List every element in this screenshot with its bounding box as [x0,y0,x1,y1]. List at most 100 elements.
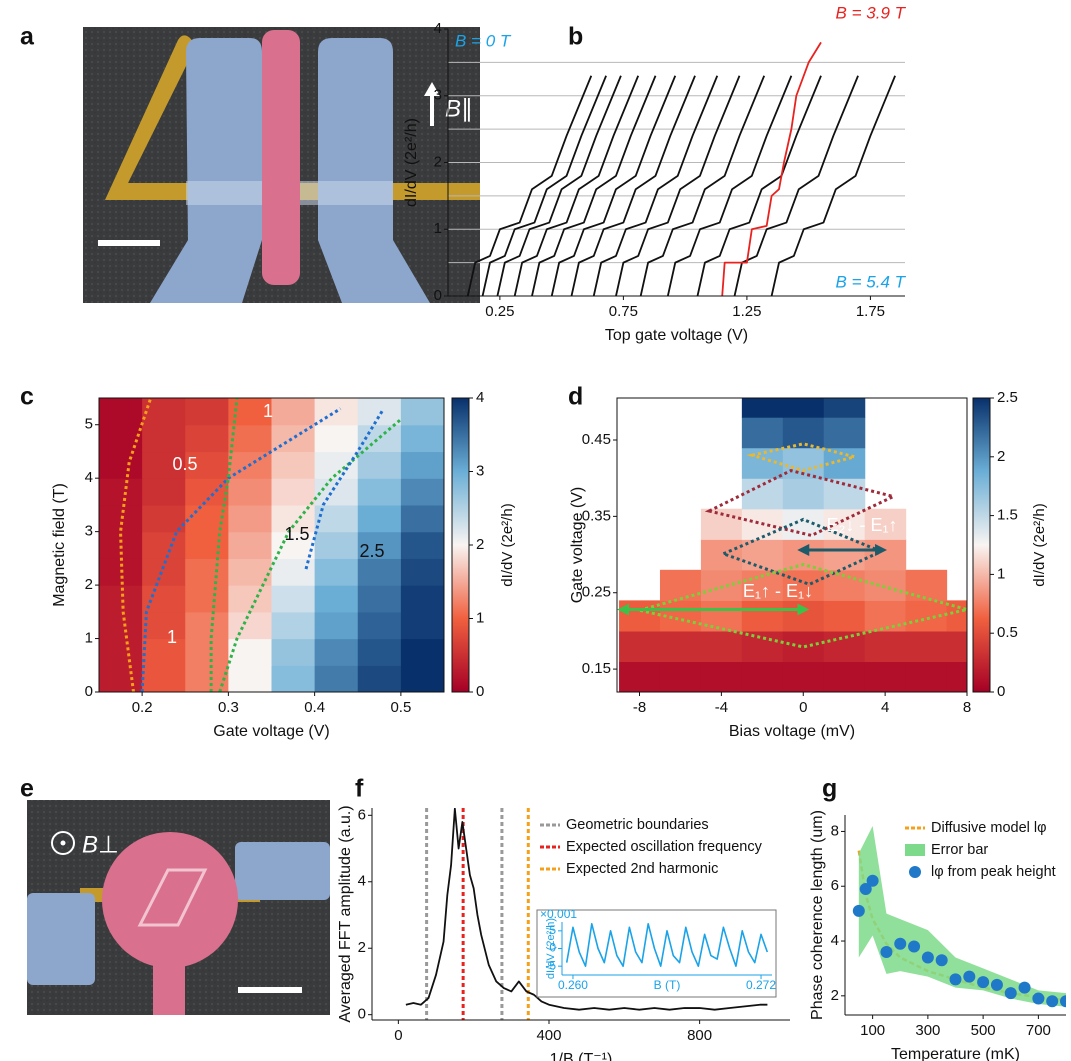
heat-cell [700,539,743,571]
heat-cell [228,585,273,613]
colorbar-tick-label: 2.5 [997,389,1018,406]
legend-label: Geometric boundaries [566,817,709,833]
heat-cell [99,585,143,613]
heat-cell [271,638,316,666]
heat-cell [619,600,661,632]
heat-cell [782,398,825,418]
heat-cell [864,508,907,540]
field-arrow-head [424,82,440,96]
heat-cell [99,638,143,666]
heat-cell [271,665,316,692]
legend-swatch [905,844,925,856]
heat-cell [314,585,359,613]
annotation: E₁↑ - E₁↓ [743,581,813,601]
heat-cell [400,558,444,586]
micrograph-e: B⊥ [27,800,330,1015]
x-tick-label: 0.5 [390,699,411,716]
y-tick-label: 0 [358,1006,366,1023]
annotation: 1 [167,627,177,647]
heat-cell [864,600,907,632]
plot-frame [616,397,968,693]
heat-cell [905,630,948,663]
data-point [949,973,962,986]
colorbar-tick-label: 1.5 [997,507,1018,524]
y-tick-label: 3 [85,523,93,540]
data-point [1004,987,1017,1000]
data-point [963,970,976,983]
data-line [513,75,640,296]
heat-cell [741,600,784,632]
panel-label: e [20,775,34,803]
panel-label: a [20,23,35,51]
heat-cell [782,478,825,510]
x-tick-label: 800 [687,1027,712,1044]
heat-cell [99,611,143,640]
data-line [531,75,657,296]
y-tick-label: 2 [831,987,839,1004]
x-tick-label: 300 [915,1022,940,1039]
panel-label: f [355,775,364,803]
data-line [466,75,593,296]
heat-cell [271,451,316,479]
data-line [666,75,793,296]
y-tick-label: 4 [85,469,93,486]
colorbar [972,397,991,693]
y-tick-label: 0.45 [582,431,611,448]
heat-cell [99,398,143,426]
data-line [721,41,822,296]
data-point [866,874,879,887]
y-tick-label: 4 [358,873,366,890]
heat-cell [700,569,743,601]
heat-cell [619,630,661,663]
heat-cell [185,531,229,559]
y-tick-label: 8 [831,822,839,839]
heat-cell [142,424,186,453]
heat-cell [400,398,444,426]
heat-cell [659,630,702,663]
guide-curve [209,398,239,692]
wire [105,35,480,200]
heat-cell [185,398,229,426]
annotation: B = 3.9 T [836,3,907,22]
heat-cell [741,478,784,510]
heat-cell [400,478,444,506]
heat-cell [357,665,402,692]
y-axis-label: Averaged FFT amplitude (a.u.) [337,805,354,1022]
data-point [908,940,921,953]
heat-cell [741,630,784,663]
x-tick-label: -8 [633,699,646,716]
heat-cell [741,447,784,479]
heat-cell [99,665,143,692]
heat-cell [357,611,402,640]
heat-cell [400,665,444,692]
heat-cell [314,531,359,559]
heat-cell [659,569,702,601]
y-axis-label: dI/dV (2e²/h) [403,118,420,207]
heat-cell [864,661,907,692]
y-tick-label: 4 [434,20,442,37]
heat-cell [142,451,186,479]
guide-curve [119,398,153,692]
top-gate [262,30,300,285]
heat-cell [185,665,229,692]
heat-cell [271,611,316,640]
heat-cell [946,630,967,663]
y-tick-label: 0 [549,941,556,955]
heat-cell [357,638,402,666]
data-line [770,75,896,296]
data-point [859,882,872,895]
heat-cell [782,661,825,692]
heat-cell [142,531,186,559]
heat-cell [823,600,866,632]
ring [137,868,208,927]
heat-cell [946,661,967,692]
field-label: B∥ [445,95,473,122]
heat-cell [185,451,229,479]
y-tick-label: 5 [85,416,93,433]
x-tick-label: 400 [536,1027,561,1044]
x-tick-label: 0.2 [132,699,153,716]
heat-cell [400,531,444,559]
guide-curve [140,407,342,692]
y-tick-label: 2 [85,576,93,593]
